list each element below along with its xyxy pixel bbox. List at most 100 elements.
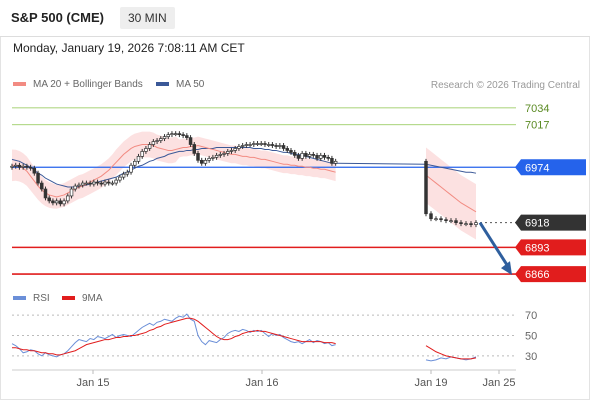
candle-body [474, 222, 478, 225]
candle-body [330, 158, 334, 164]
candle [121, 171, 126, 180]
level-label-pivot: 6974 [515, 159, 586, 176]
candle [424, 158, 428, 217]
candle-body [255, 143, 260, 145]
candle [459, 220, 463, 227]
candle [278, 143, 282, 149]
level-text: 7017 [525, 120, 549, 132]
candle-body [51, 200, 55, 204]
candle [289, 147, 293, 155]
candle [199, 157, 204, 166]
candle [255, 141, 260, 146]
chart-datetime: Monday, January 19, 2026 7:08:11 AM CET [13, 41, 245, 55]
candle-body [133, 160, 137, 166]
instrument-title: S&P 500 (CME) [11, 10, 104, 25]
candle-body [211, 157, 215, 159]
candle [226, 148, 230, 156]
candle [140, 148, 144, 159]
candle [326, 154, 330, 161]
candle-body [181, 134, 185, 136]
candle [136, 153, 141, 164]
level-tag [515, 239, 586, 256]
candle-body [80, 182, 85, 186]
candle-body [103, 181, 107, 185]
legend-rsi-ma-label: 9MA [82, 293, 103, 304]
candle-body [192, 144, 197, 154]
rsi-tick-label: 70 [525, 310, 537, 322]
candle [77, 182, 81, 189]
candle [439, 216, 443, 223]
bollinger-band-area [12, 131, 336, 209]
candle [292, 149, 297, 158]
candle [315, 152, 319, 161]
candle-body [43, 188, 48, 199]
candle [322, 152, 327, 160]
candle-body [270, 144, 275, 146]
candle-body [144, 148, 148, 152]
legend-ma20: MA 20 + Bollinger Bands [13, 79, 143, 90]
level-text: 6866 [525, 269, 549, 281]
candle-body [311, 154, 316, 156]
x-tick-label: Jan 15 [76, 377, 109, 389]
candle-body [140, 151, 144, 157]
x-tick-label: Jan 19 [414, 377, 447, 389]
candle [110, 180, 115, 186]
candle [222, 150, 226, 157]
level-text: 6893 [525, 242, 549, 254]
candle-body [444, 219, 448, 222]
candle-body [170, 133, 174, 135]
x-tick-label: Jan 16 [245, 377, 278, 389]
candle-body [439, 218, 443, 221]
candle-body [62, 200, 66, 205]
candle-body [424, 160, 428, 215]
candle [84, 180, 89, 186]
level-tag [515, 159, 586, 176]
candle-body [207, 158, 211, 161]
legend-ma50-label: MA 50 [176, 79, 205, 90]
candle [106, 179, 111, 186]
candle-body [449, 220, 453, 223]
candle [434, 216, 438, 222]
candle-body [188, 137, 193, 145]
candle-body [185, 135, 189, 138]
candle [203, 157, 208, 166]
candle-body [36, 172, 40, 184]
candle-body [315, 155, 319, 159]
candle [155, 138, 159, 145]
projection-arrow-head [501, 261, 512, 276]
candle-body [32, 167, 37, 174]
candle-body [233, 148, 237, 151]
candle-body [13, 164, 18, 167]
timeframe-badge[interactable]: 30 MIN [120, 7, 175, 29]
candle [229, 147, 234, 154]
candle-body [173, 133, 178, 135]
candle-body [274, 145, 278, 147]
candle-body [118, 176, 122, 181]
candle [307, 151, 312, 159]
level-label-resistance_1: 7017 [525, 120, 549, 132]
candle-body [259, 143, 263, 145]
candle-body [66, 195, 70, 202]
level-label-support_2: 6866 [515, 266, 586, 283]
ma20-swatch [13, 82, 26, 87]
candle-body [222, 153, 226, 155]
level-label-support_1: 6893 [515, 239, 586, 256]
candle-body [125, 171, 130, 175]
candle [207, 155, 211, 163]
level-text: 6918 [525, 218, 549, 230]
candle-body [319, 155, 323, 159]
candle-body [114, 179, 118, 184]
candle-body [285, 148, 290, 151]
rsi-swatch [13, 296, 26, 301]
candle [252, 141, 256, 147]
candle [274, 143, 278, 149]
candle-body [54, 200, 59, 204]
candle [296, 152, 301, 161]
candle [114, 177, 118, 186]
candle [218, 151, 223, 158]
candle-body [296, 155, 301, 159]
projection-arrow [478, 221, 511, 269]
candle [170, 131, 174, 138]
candle [449, 218, 453, 224]
